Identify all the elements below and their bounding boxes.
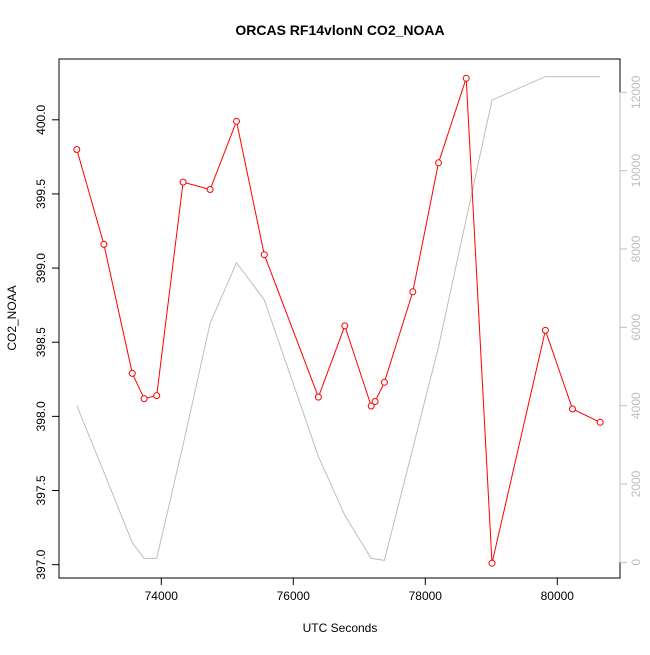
co2-data-point	[314, 393, 322, 401]
x-axis-label: UTC Seconds	[303, 621, 378, 635]
co2-data-point	[206, 186, 214, 193]
y-tick-label: 399.0	[34, 253, 48, 283]
axes-layer: 74000 76000 78000 80000397.0397.5398.0398.5…	[34, 75, 643, 603]
plot-area-frame	[58, 58, 621, 579]
right-tick-label: 4000	[629, 392, 643, 419]
co2-data-point	[371, 398, 379, 405]
co2-data-point	[73, 146, 81, 153]
y-tick-label: 399.5	[34, 179, 48, 209]
co2-data-point	[128, 369, 136, 377]
co2-data-point	[462, 74, 470, 82]
co2-data-point	[488, 559, 496, 567]
y-tick-label: 398.5	[34, 327, 48, 357]
y-tick-label: 397.5	[34, 475, 48, 505]
co2-data-point	[100, 240, 108, 248]
co2-data-point	[569, 405, 576, 413]
y-axis-label: CO2_NOAA	[5, 285, 19, 350]
co2-data-point	[153, 392, 161, 400]
right-tick-label: 10000	[629, 154, 643, 188]
y-tick-label: 400.0	[34, 104, 48, 134]
co2-series-line	[76, 78, 601, 564]
co2-data-point	[367, 402, 375, 410]
co2-data-point	[179, 178, 187, 186]
co2-data-point	[541, 326, 549, 334]
co2-data-point	[260, 251, 268, 259]
x-tick-label: 76000	[277, 589, 311, 603]
series-layer	[73, 74, 604, 567]
chart-title: ORCAS RF14vlonN CO2_NOAA	[235, 22, 444, 38]
secondary-series-line	[76, 76, 601, 561]
right-tick-label: 12000	[629, 75, 643, 109]
right-tick-label: 8000	[629, 235, 643, 262]
co2-data-point	[140, 395, 148, 403]
co2-data-point	[435, 159, 442, 167]
x-tick-label: 74000	[145, 589, 179, 603]
x-tick-label: 78000	[409, 589, 443, 603]
y-tick-label: 397.0	[34, 549, 48, 579]
y-tick-label: 398.0	[34, 401, 48, 431]
co2-data-point	[341, 322, 349, 330]
right-tick-label: 2000	[629, 470, 643, 497]
right-tick-label: 6000	[629, 314, 643, 341]
co2-data-point	[596, 418, 604, 426]
co2-data-point	[409, 288, 417, 296]
co2-data-point	[233, 117, 240, 125]
co2-data-point	[380, 378, 388, 386]
x-tick-label: 80000	[541, 589, 575, 603]
right-tick-label: 0	[629, 559, 643, 566]
